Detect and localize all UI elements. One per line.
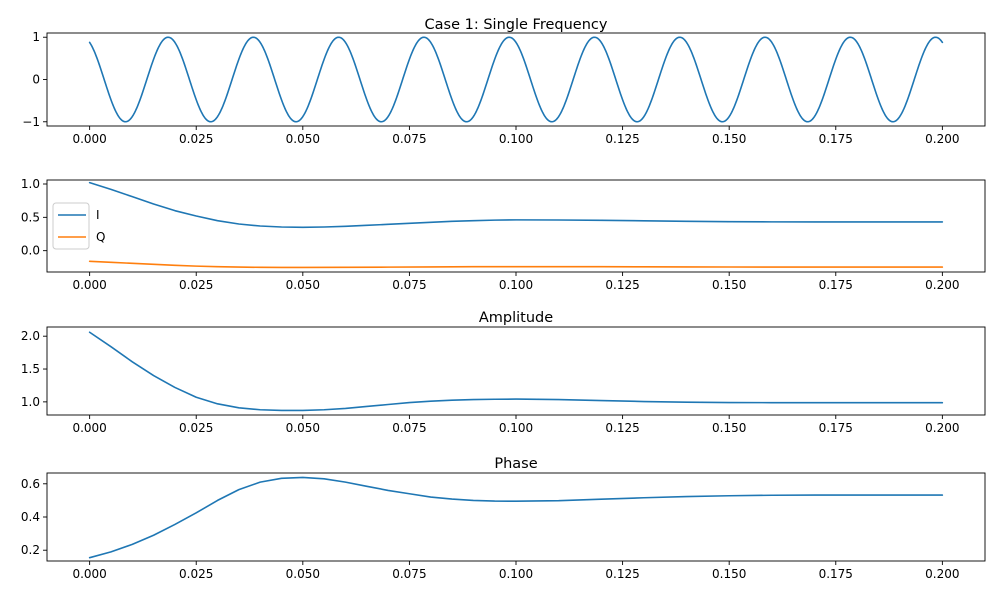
y-tick-label: 0	[32, 73, 40, 87]
x-tick-label: 0.125	[605, 567, 639, 581]
series-line-i	[88, 181, 944, 229]
x-tick-label: 0.075	[392, 567, 426, 581]
plot-area: 0.000 0.025 0.050 0.075 0.100 0.125 0.150 0.175…	[21, 326, 986, 435]
x-tick-label: 0.150	[712, 132, 746, 146]
x-tick-label: 0.025	[179, 132, 213, 146]
x-tick-label: 0.175	[819, 567, 853, 581]
legend-label-i: I	[96, 208, 100, 222]
x-tick-label: 0.000	[72, 132, 106, 146]
x-tick-label: 0.075	[392, 278, 426, 292]
x-tick-label: 0.175	[819, 278, 853, 292]
panel-amplitude: Amplitude 0.000 0.025 0.050 0.075 0.100 0.125…	[21, 310, 986, 435]
series-line	[88, 476, 944, 559]
panel-title: Amplitude	[479, 310, 553, 326]
x-tick-label: 0.100	[499, 567, 533, 581]
x-tick-label: 0.150	[712, 278, 746, 292]
x-tick-label: 0.075	[392, 132, 426, 146]
x-tick-label: 0.200	[925, 278, 959, 292]
x-tick-label: 0.025	[179, 278, 213, 292]
x-tick-label: 0.000	[72, 278, 106, 292]
x-tick-label: 0.050	[286, 421, 320, 435]
legend-frame	[52, 202, 90, 250]
x-tick-label: 0.050	[286, 278, 320, 292]
y-tick-label: 0.2	[21, 543, 40, 557]
x-tick-label: 0.100	[499, 421, 533, 435]
x-tick-label: 0.125	[605, 278, 639, 292]
y-tick-label: 1.0	[21, 395, 40, 409]
y-tick-label: 0.4	[21, 510, 40, 524]
x-tick-label: 0.175	[819, 421, 853, 435]
x-tick-label: 0.050	[286, 567, 320, 581]
plot-area: 0.000 0.025 0.050 0.075 0.100 0.125 0.150 0.175…	[21, 472, 986, 581]
y-tick-label: 2.0	[21, 329, 40, 343]
plot-area: 0.000 0.025 0.050 0.075 0.100 0.125 0.150 0.175…	[21, 177, 986, 292]
y-tick-label: 0.6	[21, 477, 40, 491]
x-tick-label: 0.175	[819, 132, 853, 146]
y-tick-label: 1.5	[21, 362, 40, 376]
x-tick-label: 0.000	[72, 567, 106, 581]
legend: I Q	[52, 202, 105, 250]
series-line-q	[88, 260, 944, 269]
series-line	[88, 331, 944, 412]
x-tick-label: 0.100	[499, 278, 533, 292]
legend-label-q: Q	[96, 230, 105, 244]
panel-phase: Phase 0.000 0.025 0.050 0.075 0.100 0.125 0.15…	[21, 456, 986, 581]
x-tick-label: 0.200	[925, 567, 959, 581]
x-tick-label: 0.025	[179, 567, 213, 581]
panel-single-frequency: Case 1: Single Frequency 0.000 0.025 0.050…	[22, 17, 986, 146]
series-line	[88, 36, 944, 123]
x-tick-label: 0.200	[925, 421, 959, 435]
y-tick-label: 0.0	[21, 244, 40, 258]
x-tick-label: 0.000	[72, 421, 106, 435]
x-tick-label: 0.125	[605, 421, 639, 435]
y-tick-label: 1.0	[21, 177, 40, 191]
panel-title: Case 1: Single Frequency	[425, 17, 608, 33]
panel-iq: 0.000 0.025 0.050 0.075 0.100 0.125 0.150 0.175…	[21, 177, 986, 292]
x-tick-label: 0.150	[712, 421, 746, 435]
x-tick-label: 0.200	[925, 132, 959, 146]
y-tick-label: 0.5	[21, 210, 40, 224]
panel-title: Phase	[494, 456, 537, 472]
x-tick-label: 0.050	[286, 132, 320, 146]
x-tick-label: 0.150	[712, 567, 746, 581]
y-tick-label: −1	[22, 115, 40, 129]
x-tick-label: 0.125	[605, 132, 639, 146]
x-tick-label: 0.025	[179, 421, 213, 435]
plot-area: 0.000 0.025 0.050 0.075 0.100 0.125 0.150 0.175…	[22, 30, 986, 146]
x-tick-label: 0.100	[499, 132, 533, 146]
y-tick-label: 1	[32, 30, 40, 44]
x-tick-label: 0.075	[392, 421, 426, 435]
